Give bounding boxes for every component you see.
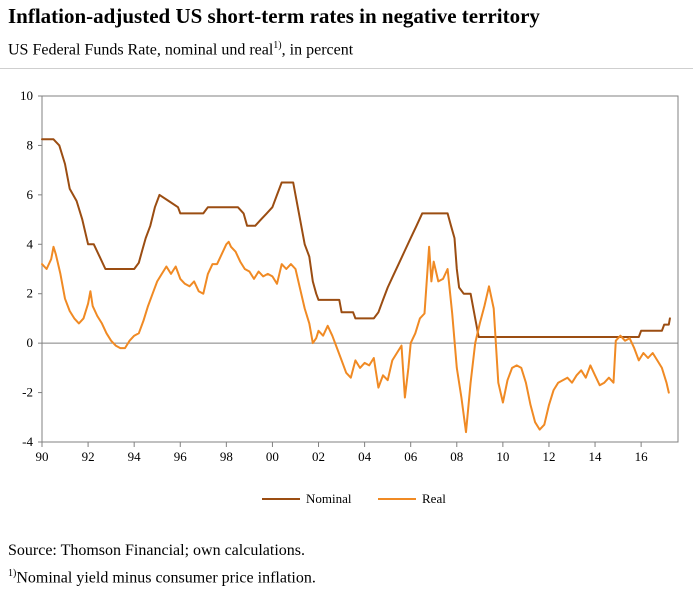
x-tick-label: 92 (82, 449, 95, 464)
y-tick-label: 4 (27, 236, 34, 251)
y-tick-label: -2 (22, 385, 33, 400)
subtitle-text: US Federal Funds Rate, nominal und real (8, 41, 274, 59)
footnote-text: Nominal yield minus consumer price infla… (16, 569, 316, 587)
chart-title: Inflation-adjusted US short-term rates i… (8, 4, 540, 28)
y-tick-label: 0 (27, 335, 34, 350)
x-tick-label: 90 (36, 449, 49, 464)
footnote-ref: 1) (8, 568, 17, 579)
legend-label-nominal: Nominal (306, 491, 352, 506)
subtitle-footnote-ref: 1) (273, 40, 282, 51)
x-tick-label: 04 (358, 449, 372, 464)
x-tick-label: 02 (312, 449, 325, 464)
series-line-nominal (41, 138, 671, 338)
series-line-real (41, 240, 670, 434)
y-tick-label: 2 (27, 286, 34, 301)
x-tick-label: 94 (128, 449, 142, 464)
y-tick-label: 10 (20, 88, 33, 103)
title-separator (0, 68, 693, 69)
subtitle-suffix: , in percent (281, 41, 354, 59)
x-tick-label: 10 (496, 449, 509, 464)
plot-frame (41, 95, 679, 443)
x-tick-label: 00 (266, 449, 279, 464)
legend-label-real: Real (422, 491, 446, 506)
x-tick-label: 14 (589, 449, 603, 464)
chart-subtitle: US Federal Funds Rate, nominal und real1… (8, 40, 353, 59)
x-tick-label: 08 (450, 449, 463, 464)
footnote: 1)Nominal yield minus consumer price inf… (8, 568, 316, 587)
chart-series (41, 138, 671, 434)
source-note: Source: Thomson Financial; own calculati… (8, 542, 305, 559)
y-tick-label: 8 (27, 137, 34, 152)
y-tick-label: 6 (27, 187, 34, 202)
x-tick-label: 06 (404, 449, 418, 464)
chart-legend: Nominal Real (262, 491, 446, 506)
x-tick-label: 96 (174, 449, 188, 464)
x-tick-label: 12 (542, 449, 555, 464)
x-tick-label: 16 (635, 449, 649, 464)
y-tick-label: -4 (22, 434, 33, 449)
x-tick-label: 98 (220, 449, 233, 464)
chart-axes: 10 8 6 4 2 0 -2 -490 92 94 96 98 00 02 04 06 08 10 12 14 16 (20, 88, 679, 464)
